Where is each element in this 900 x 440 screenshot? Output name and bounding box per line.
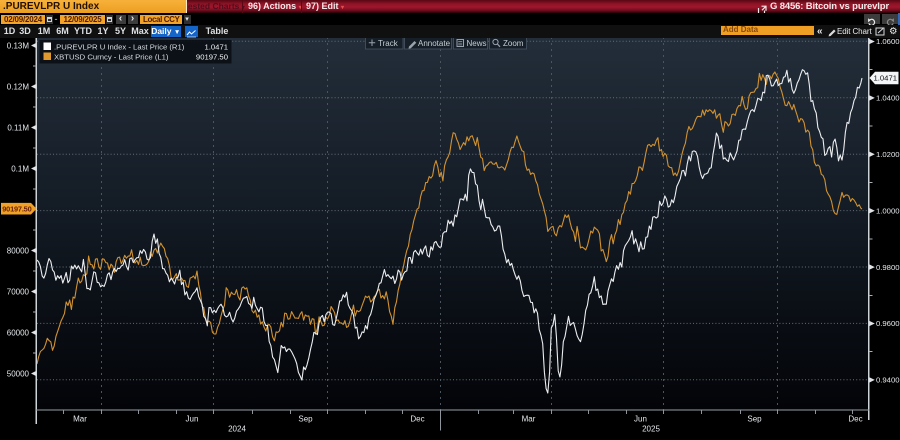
- svg-text:1.0000: 1.0000: [876, 206, 900, 215]
- svg-text:Sep: Sep: [298, 415, 313, 424]
- svg-text:0.9800: 0.9800: [876, 263, 900, 272]
- svg-text:0.12M: 0.12M: [7, 82, 30, 91]
- svg-text:News: News: [467, 39, 487, 48]
- svg-text:Mar: Mar: [73, 415, 87, 424]
- svg-text:Dec: Dec: [848, 415, 862, 424]
- svg-text:80000: 80000: [7, 246, 30, 255]
- svg-text:.PUREVLPR U Index - Last Price: .PUREVLPR U Index - Last Price (R1): [54, 43, 185, 52]
- svg-text:1.0400: 1.0400: [876, 94, 900, 103]
- svg-text:0.11M: 0.11M: [7, 123, 29, 132]
- svg-text:0.1M: 0.1M: [11, 164, 29, 173]
- svg-text:0.9600: 0.9600: [876, 319, 900, 328]
- svg-text:Jun: Jun: [186, 415, 199, 424]
- svg-text:Dec: Dec: [410, 415, 424, 424]
- svg-text:1.0471: 1.0471: [204, 43, 228, 52]
- svg-text:1.0600: 1.0600: [876, 37, 900, 46]
- svg-text:90197.50: 90197.50: [2, 204, 31, 213]
- svg-text:Sep: Sep: [747, 415, 762, 424]
- svg-text:90197.50: 90197.50: [196, 53, 228, 62]
- svg-text:2025: 2025: [642, 425, 660, 434]
- svg-text:1.0200: 1.0200: [876, 150, 900, 159]
- svg-text:Annotate: Annotate: [418, 39, 451, 48]
- svg-text:XBTUSD Curncy - Last Price (L1: XBTUSD Curncy - Last Price (L1): [54, 53, 169, 62]
- svg-text:60000: 60000: [7, 328, 30, 337]
- svg-text:Mar: Mar: [522, 415, 536, 424]
- svg-text:0.13M: 0.13M: [7, 41, 30, 50]
- svg-text:50000: 50000: [7, 369, 30, 378]
- svg-text:Zoom: Zoom: [503, 39, 524, 48]
- svg-text:Jun: Jun: [634, 415, 647, 424]
- svg-text:0.9400: 0.9400: [876, 376, 900, 385]
- svg-text:Track: Track: [378, 39, 399, 48]
- svg-text:1.0471: 1.0471: [873, 74, 897, 83]
- svg-text:70000: 70000: [7, 287, 30, 296]
- svg-text:2024: 2024: [228, 425, 246, 434]
